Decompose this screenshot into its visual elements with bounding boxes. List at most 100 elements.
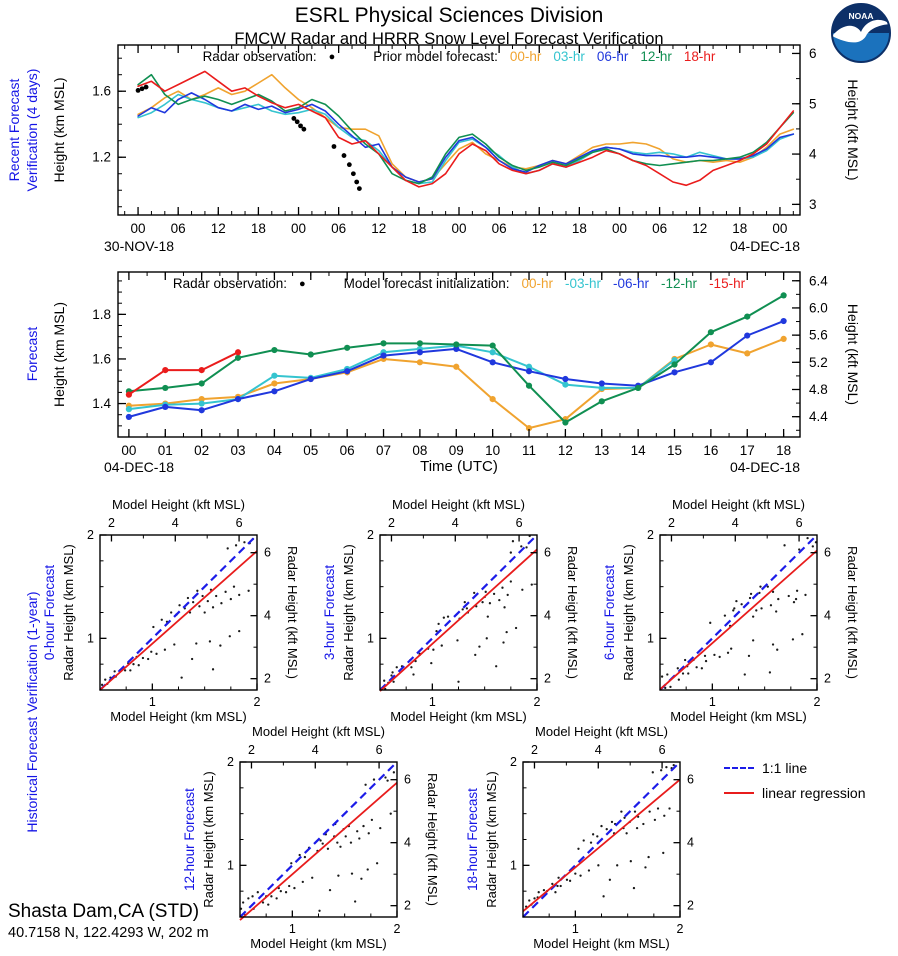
svg-text:2: 2 (404, 899, 411, 913)
svg-text:4: 4 (544, 609, 551, 623)
svg-text:1: 1 (149, 695, 156, 709)
svg-text:2: 2 (687, 899, 694, 913)
svg-text:Radar Height (kft MSL): Radar Height (kft MSL) (425, 773, 440, 906)
svg-text:Radar Height (kft MSL): Radar Height (kft MSL) (845, 546, 860, 679)
svg-text:00: 00 (131, 221, 146, 236)
svg-text:0-hour Forecast: 0-hour Forecast (42, 565, 57, 661)
svg-text:1.4: 1.4 (92, 396, 111, 411)
svg-text:03: 03 (231, 443, 246, 458)
svg-text:1: 1 (227, 858, 234, 872)
page-subtitle: FMCW Radar and HRRR Snow Level Forecast … (234, 30, 664, 48)
noaa-logo: NOAA (831, 3, 891, 63)
top-chart-legend: Radar observation: ● Prior model forecast:… (118, 49, 800, 64)
svg-text:1: 1 (429, 695, 436, 709)
svg-text:Radar Height (km MSL): Radar Height (km MSL) (201, 771, 216, 908)
svg-text:4: 4 (172, 516, 179, 530)
svg-text:4: 4 (404, 836, 411, 850)
svg-text:12-hour Forecast: 12-hour Forecast (182, 788, 197, 891)
svg-text:4: 4 (595, 743, 602, 757)
svg-text:Model Height (kft MSL): Model Height (kft MSL) (672, 497, 805, 512)
svg-text:Radar Height (kft MSL): Radar Height (kft MSL) (565, 546, 580, 679)
svg-text:16: 16 (703, 443, 718, 458)
svg-text:00: 00 (291, 221, 306, 236)
forecast-chart-date-left: 04-DEC-18 (104, 459, 175, 475)
page-title: ESRL Physical Sciences Division (294, 4, 604, 27)
svg-text:2: 2 (647, 528, 654, 542)
svg-text:2: 2 (388, 516, 395, 530)
svg-text:1.8: 1.8 (92, 307, 111, 322)
radar-observation-dot: ● (328, 50, 336, 63)
scatter-legend: 1:1 line linear regression (724, 760, 866, 810)
svg-text:12: 12 (371, 221, 386, 236)
svg-text:08: 08 (412, 443, 427, 458)
svg-text:10: 10 (485, 443, 500, 458)
svg-text:18: 18 (776, 443, 791, 458)
svg-text:6: 6 (544, 546, 551, 560)
scatter-legend-one-to-one: 1:1 line (724, 760, 866, 776)
recent-verification-label-1: Recent Forecast (6, 78, 22, 182)
svg-text:4: 4 (732, 516, 739, 530)
svg-text:6: 6 (809, 46, 817, 61)
svg-text:2: 2 (227, 755, 234, 769)
model-forecast-label: Prior model forecast: (373, 49, 498, 64)
radar-observation-label: Radar observation: (172, 276, 287, 291)
svg-text:Height (kft MSL): Height (kft MSL) (845, 304, 861, 405)
svg-text:Radar Height (km MSL): Radar Height (km MSL) (484, 771, 499, 908)
svg-text:2: 2 (814, 695, 821, 709)
svg-text:2: 2 (824, 672, 831, 686)
svg-text:2: 2 (668, 516, 675, 530)
svg-text:Height (kft MSL): Height (kft MSL) (845, 79, 861, 180)
svg-text:Radar Height (km MSL): Radar Height (km MSL) (341, 544, 356, 681)
svg-text:1: 1 (709, 695, 716, 709)
svg-text:2: 2 (108, 516, 115, 530)
forecast-chart-date-right: 04-DEC-18 (729, 459, 800, 475)
svg-text:06: 06 (171, 221, 186, 236)
svg-text:04: 04 (267, 443, 283, 458)
svg-text:1.2: 1.2 (92, 150, 111, 165)
legend-entry-m15-hr: -15-hr (709, 276, 746, 291)
svg-text:2: 2 (531, 743, 538, 757)
svg-text:4: 4 (452, 516, 459, 530)
svg-text:5.6: 5.6 (809, 328, 828, 343)
one-to-one-line-sample (724, 767, 754, 769)
svg-text:Height (km MSL): Height (km MSL) (51, 77, 67, 182)
svg-text:2: 2 (544, 672, 551, 686)
svg-text:12: 12 (692, 221, 707, 236)
svg-text:07: 07 (376, 443, 391, 458)
svg-text:6: 6 (824, 546, 831, 560)
station-name: Shasta Dam,CA (STD) (8, 901, 200, 922)
radar-observation-label: Radar observation: (202, 49, 317, 64)
legend-entry-06-hr: 06-hr (596, 49, 629, 64)
one-to-one-label: 1:1 line (762, 760, 808, 776)
legend-entry-m03-hr: -03-hr (565, 276, 602, 291)
svg-text:Model Height (km MSL): Model Height (km MSL) (533, 936, 670, 951)
forecast-section-label: Forecast (24, 326, 40, 382)
svg-text:06: 06 (331, 221, 346, 236)
top-chart-date-left: 30-NOV-18 (104, 238, 175, 254)
noaa-logo-text: NOAA (848, 11, 873, 21)
svg-text:09: 09 (449, 443, 464, 458)
svg-text:Model Height (kft MSL): Model Height (kft MSL) (535, 724, 668, 739)
top-chart-date-right: 04-DEC-18 (729, 238, 800, 254)
svg-text:4: 4 (264, 609, 271, 623)
svg-text:2: 2 (254, 695, 261, 709)
svg-text:18-hour Forecast: 18-hour Forecast (465, 788, 480, 891)
svg-text:Radar Height (kft MSL): Radar Height (kft MSL) (285, 546, 300, 679)
svg-text:6: 6 (236, 516, 243, 530)
svg-text:6: 6 (264, 546, 271, 560)
svg-text:1.6: 1.6 (92, 84, 111, 99)
svg-text:12: 12 (211, 221, 226, 236)
legend-entry-m12-hr: -12-hr (661, 276, 698, 291)
svg-text:00: 00 (121, 443, 136, 458)
legend-entry-03-hr: 03-hr (553, 49, 585, 64)
svg-text:00: 00 (451, 221, 466, 236)
legend-entry-00-hr: 00-hr (509, 49, 542, 64)
scatter-legend-regression: linear regression (724, 785, 866, 801)
svg-text:2: 2 (510, 755, 517, 769)
svg-text:Height (km MSL): Height (km MSL) (51, 302, 67, 407)
svg-text:01: 01 (158, 443, 173, 458)
svg-text:4.4: 4.4 (809, 409, 828, 424)
svg-text:6.0: 6.0 (809, 300, 828, 315)
